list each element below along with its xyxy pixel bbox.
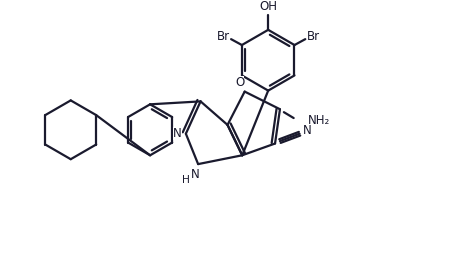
Text: OH: OH xyxy=(259,0,277,13)
Text: O: O xyxy=(235,76,244,89)
Text: Br: Br xyxy=(307,30,320,43)
Text: N: N xyxy=(303,124,311,137)
Text: N: N xyxy=(173,127,182,140)
Text: NH₂: NH₂ xyxy=(308,114,329,127)
Text: Br: Br xyxy=(217,30,230,43)
Text: H: H xyxy=(182,175,190,185)
Text: N: N xyxy=(191,168,200,181)
